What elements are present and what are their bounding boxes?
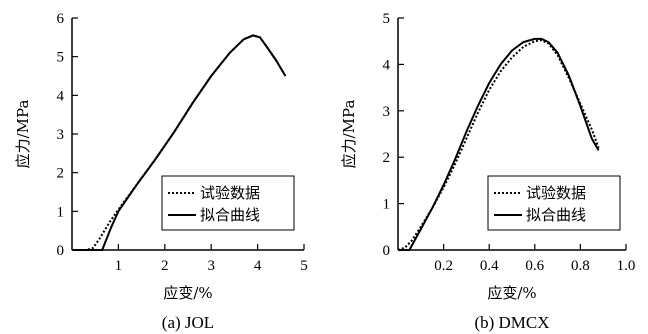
y-tick-label: 0 (383, 243, 391, 259)
x-tick-label: 0.6 (525, 258, 544, 274)
y-axis-label: 应力/MPa (14, 100, 32, 169)
legend-label: 拟合曲线 (526, 206, 586, 224)
x-axis-label: 应变/% (163, 284, 212, 302)
x-tick-label: 0.8 (571, 258, 590, 274)
y-tick-label: 6 (57, 11, 65, 27)
y-tick-label: 3 (57, 127, 65, 143)
y-tick-label: 0 (57, 243, 65, 259)
y-tick-label: 1 (383, 197, 391, 213)
y-tick-label: 4 (383, 57, 391, 73)
chart-panel-2: 0 1 2 3 4 5 0.2 0.4 0.6 0.8 1.0 应变/% 应力/MPa (b) DMCX 试… (340, 11, 635, 332)
x-tick-label: 1 (115, 258, 123, 274)
x-tick-label: 2 (161, 258, 169, 274)
y-axis-label: 应力/MPa (340, 100, 358, 169)
x-tick-label: 5 (300, 258, 308, 274)
x-tick-label: 0.2 (434, 258, 453, 274)
y-tick-label: 1 (57, 204, 65, 220)
series-line-fit-curve (72, 34, 287, 251)
x-tick-label: 1.0 (617, 258, 636, 274)
legend-label: 拟合曲线 (200, 206, 260, 224)
panel-caption: (b) DMCX (474, 313, 549, 332)
x-tick-label: 3 (207, 258, 215, 274)
legend-box (487, 175, 621, 231)
panel-caption: (a) JOL (162, 313, 214, 332)
x-tick-label: 0.4 (480, 258, 499, 274)
y-tick-label: 2 (383, 150, 391, 166)
series-line-fit-curve (398, 37, 600, 251)
legend-label: 试验数据 (526, 184, 586, 202)
legend-label: 试验数据 (200, 184, 260, 202)
legend-box (161, 175, 295, 231)
y-tick-label: 2 (57, 166, 65, 182)
x-tick-label: 4 (254, 258, 262, 274)
y-tick-label: 5 (383, 11, 391, 27)
y-tick-label: 5 (57, 50, 65, 66)
x-axis-label: 应变/% (487, 284, 536, 302)
y-tick-label: 4 (57, 88, 65, 104)
y-tick-label: 3 (383, 104, 391, 120)
